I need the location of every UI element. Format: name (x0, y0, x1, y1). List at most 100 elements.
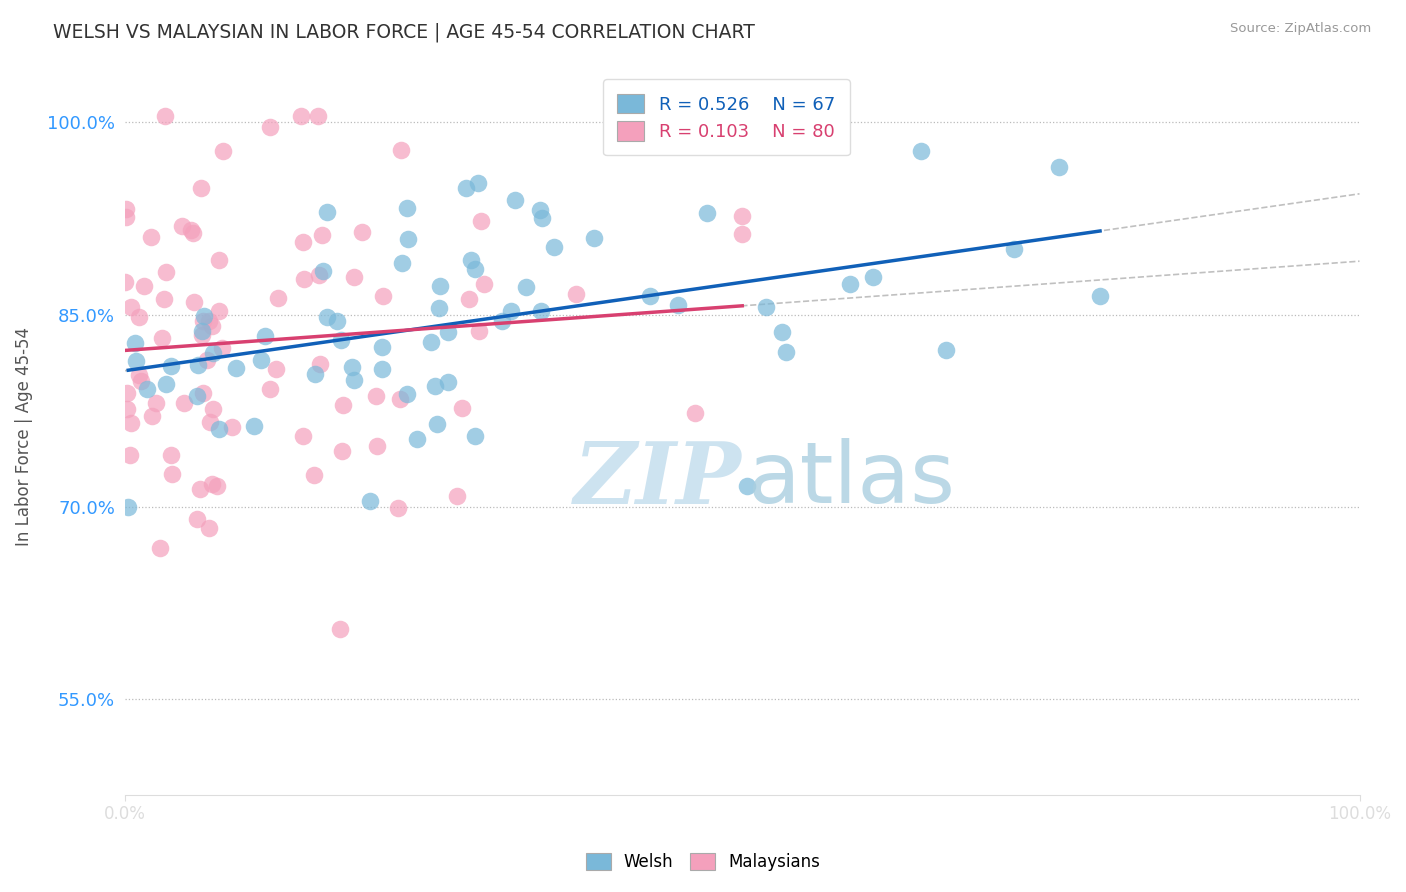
Point (202, 346, 225, 360)
Point (735, 479, 758, 493)
Point (190, 327, 212, 342)
Point (125, 353, 148, 368)
Point (120, 416, 142, 430)
Point (316, 205, 339, 219)
Point (935, 343, 957, 358)
Point (190, 180, 212, 194)
Point (242, 418, 264, 433)
Point (155, 377, 177, 392)
Point (187, 358, 209, 372)
Point (190, 324, 212, 338)
Point (406, 432, 429, 446)
Point (186, 512, 208, 526)
Point (683, 406, 706, 420)
Point (197, 352, 219, 367)
Point (470, 213, 492, 227)
Point (311, 227, 333, 242)
Point (460, 252, 482, 267)
Point (267, 291, 290, 305)
Point (503, 194, 526, 208)
Point (134, 278, 156, 293)
Point (330, 444, 353, 458)
Point (582, 230, 605, 244)
Point (141, 409, 163, 424)
Point (302, 467, 325, 482)
Point (121, 300, 143, 314)
Point (696, 205, 718, 219)
Point (396, 232, 419, 246)
Point (839, 277, 862, 292)
Legend: Welsh, Malaysians: Welsh, Malaysians (578, 845, 828, 880)
Point (259, 382, 281, 396)
Point (124, 335, 146, 350)
Point (250, 353, 273, 368)
Text: WELSH VS MALAYSIAN IN LABOR FORCE | AGE 45-54 CORRELATION CHART: WELSH VS MALAYSIAN IN LABOR FORCE | AGE … (53, 22, 755, 42)
Point (371, 341, 394, 355)
Point (291, 428, 314, 442)
Point (264, 362, 287, 376)
Text: Source: ZipAtlas.com: Source: ZipAtlas.com (1230, 22, 1371, 36)
Point (115, 211, 138, 225)
Point (259, 120, 281, 134)
Point (292, 272, 315, 286)
Point (467, 176, 489, 190)
Point (359, 494, 381, 508)
Point (170, 219, 193, 234)
Point (139, 230, 162, 244)
Point (387, 501, 409, 516)
Point (530, 211, 553, 226)
Point (205, 479, 228, 493)
Point (423, 378, 446, 392)
Point (183, 295, 205, 310)
Point (211, 341, 233, 355)
Point (468, 324, 491, 338)
Point (114, 275, 136, 289)
Point (212, 144, 235, 158)
Point (180, 223, 202, 237)
Text: ZIP: ZIP (574, 438, 742, 521)
Point (456, 181, 478, 195)
Point (464, 262, 486, 277)
Point (446, 489, 468, 503)
Point (149, 541, 172, 555)
Point (201, 476, 224, 491)
Point (530, 303, 553, 318)
Point (198, 314, 221, 328)
Point (128, 310, 150, 325)
Point (731, 227, 754, 241)
Point (373, 289, 395, 303)
Point (201, 402, 224, 417)
Point (755, 300, 778, 314)
Point (389, 143, 412, 157)
Point (315, 310, 337, 325)
Point (565, 286, 588, 301)
Point (208, 252, 231, 267)
Point (155, 109, 177, 123)
Point (117, 500, 139, 514)
Point (290, 109, 312, 123)
Point (208, 303, 231, 318)
Point (364, 388, 387, 402)
Point (638, 289, 661, 303)
Point (309, 357, 332, 371)
Point (329, 333, 352, 347)
Point (193, 310, 215, 324)
Point (340, 359, 363, 374)
Point (770, 325, 793, 339)
Point (666, 298, 689, 312)
Point (426, 417, 449, 432)
Point (464, 428, 486, 442)
Point (1002, 242, 1025, 256)
Point (501, 303, 523, 318)
Point (391, 256, 413, 270)
Text: atlas: atlas (748, 438, 956, 521)
Point (515, 280, 537, 294)
Point (420, 335, 443, 350)
Point (529, 202, 551, 217)
Point (332, 398, 354, 412)
Point (1088, 289, 1111, 303)
Y-axis label: In Labor Force | Age 45-54: In Labor Force | Age 45-54 (15, 326, 32, 546)
Point (153, 293, 176, 307)
Point (491, 314, 513, 328)
Point (429, 301, 451, 315)
